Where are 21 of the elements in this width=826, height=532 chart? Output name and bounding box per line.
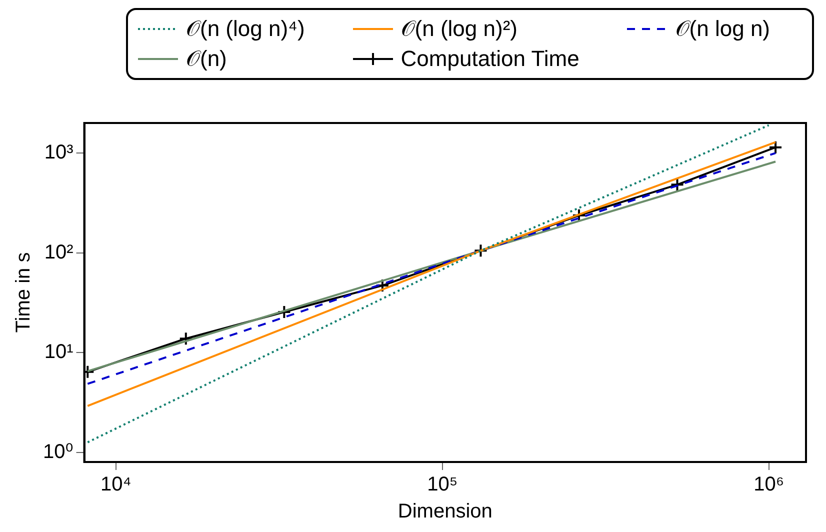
point bbox=[277, 305, 292, 320]
legend-label: 𝒪(n (log n)⁴) bbox=[186, 16, 305, 42]
x-tick-label: 10⁵ bbox=[427, 474, 458, 496]
point bbox=[572, 208, 586, 222]
y-tick-label: 10⁰ bbox=[43, 440, 74, 463]
legend-label: 𝒪(n log n) bbox=[675, 16, 770, 42]
x-axis-title: Dimension bbox=[398, 500, 492, 523]
legend-label: 𝒪(n (log n)²) bbox=[400, 16, 518, 42]
point bbox=[768, 140, 783, 154]
point bbox=[178, 332, 193, 346]
legend-label: 𝒪(n) bbox=[186, 46, 227, 72]
x-tick-label: 10⁶ bbox=[754, 474, 784, 496]
y-tick-label: 10¹ bbox=[44, 341, 74, 364]
y-axis-title: Time in s bbox=[12, 252, 35, 333]
point bbox=[474, 244, 488, 258]
y-tick-label: 10³ bbox=[44, 142, 74, 164]
y-tick-label: 10² bbox=[44, 241, 74, 264]
x-tick-label: 10⁴ bbox=[100, 474, 132, 496]
point bbox=[670, 178, 684, 192]
point bbox=[375, 278, 390, 293]
legend-label: Computation Time bbox=[400, 46, 580, 72]
